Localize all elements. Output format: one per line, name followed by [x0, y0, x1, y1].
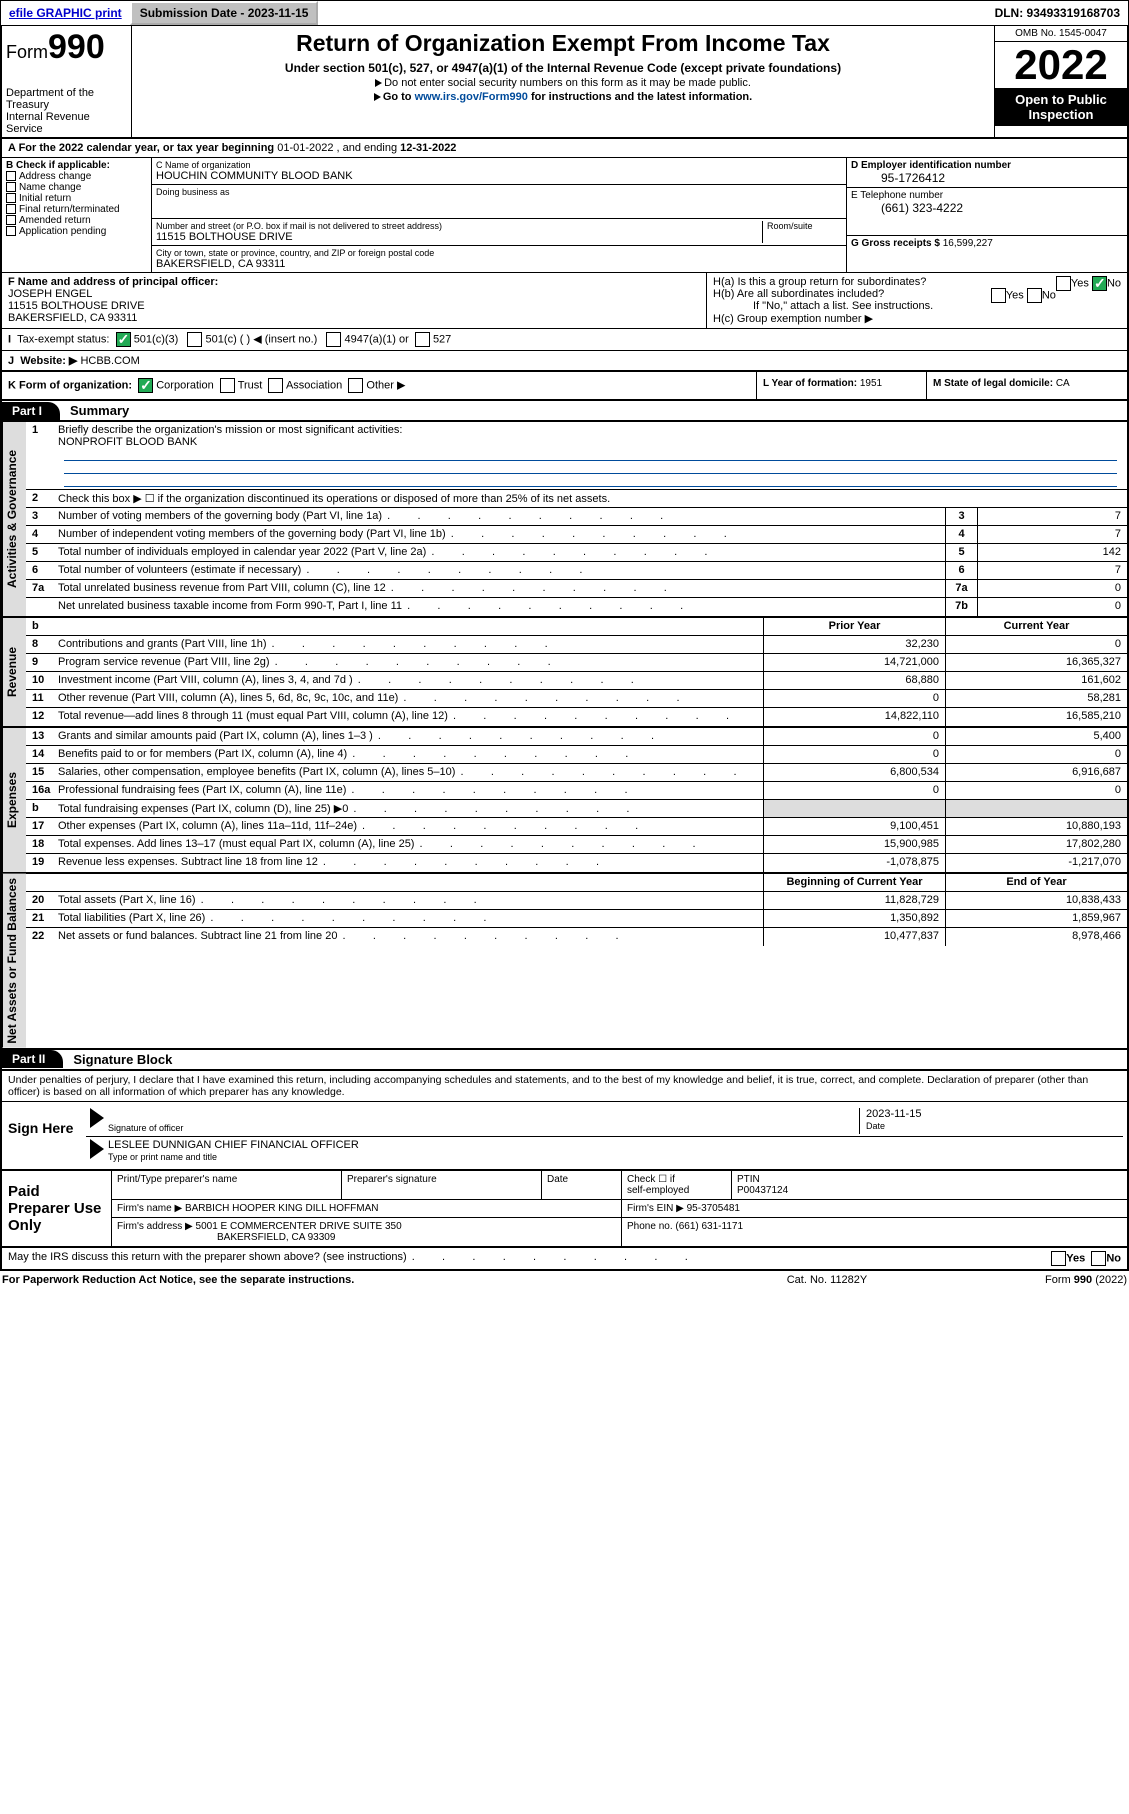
form-header: Form990 Department of the Treasury Inter…	[0, 26, 1129, 139]
gross-receipts: 16,599,227	[943, 238, 993, 249]
financial-line: 17Other expenses (Part IX, column (A), l…	[26, 818, 1127, 836]
dln-label: DLN: 93493319168703	[987, 3, 1128, 23]
form-number: Form990	[6, 28, 125, 67]
phone: (661) 323-4222	[851, 201, 1123, 215]
checkbox-item[interactable]: Address change	[6, 171, 147, 182]
irs-link[interactable]: www.irs.gov/Form990	[415, 91, 528, 103]
summary-line: 5Total number of individuals employed in…	[26, 544, 1127, 562]
financial-line: 13Grants and similar amounts paid (Part …	[26, 728, 1127, 746]
financial-line: 11Other revenue (Part VIII, column (A), …	[26, 690, 1127, 708]
revenue-section: Revenue bPrior YearCurrent Year 8Contrib…	[0, 618, 1129, 728]
arrow-icon	[90, 1139, 104, 1159]
subtitle-1: Under section 501(c), 527, or 4947(a)(1)…	[138, 61, 988, 75]
sign-date: 2023-11-15	[866, 1108, 921, 1120]
financial-line: 14Benefits paid to or for members (Part …	[26, 746, 1127, 764]
part2-header: Part II Signature Block	[0, 1050, 1129, 1071]
firm-name: BARBICH HOOPER KING DILL HOFFMAN	[185, 1203, 379, 1214]
checkbox-item[interactable]: Final return/terminated	[6, 204, 147, 215]
ptin: P00437124	[737, 1185, 788, 1196]
row-i: I Tax-exempt status: 501(c)(3) 501(c) ( …	[0, 329, 1129, 351]
ein: 95-1726412	[851, 171, 1123, 185]
summary-line: Net unrelated business taxable income fr…	[26, 598, 1127, 616]
row-klm: K Form of organization: Corporation Trus…	[0, 372, 1129, 401]
section-bcde: B Check if applicable: Address changeNam…	[0, 158, 1129, 272]
officer-name: JOSEPH ENGEL	[8, 288, 92, 300]
omb-number: OMB No. 1545-0047	[995, 26, 1127, 42]
netassets-section: Net Assets or Fund Balances Beginning of…	[0, 874, 1129, 1050]
col-b-checkboxes: B Check if applicable: Address changeNam…	[2, 158, 152, 272]
side-label-revenue: Revenue	[2, 618, 26, 726]
col-de: D Employer identification number95-17264…	[847, 158, 1127, 272]
paid-preparer-block: Paid Preparer Use Only Print/Type prepar…	[0, 1171, 1129, 1248]
corp-checkbox[interactable]	[138, 378, 153, 393]
activities-governance-section: Activities & Governance 1Briefly describ…	[0, 422, 1129, 618]
financial-line: 8Contributions and grants (Part VIII, li…	[26, 636, 1127, 654]
sign-here-label: Sign Here	[2, 1102, 82, 1169]
paid-preparer-label: Paid Preparer Use Only	[2, 1171, 112, 1246]
tax-period: A For the 2022 calendar year, or tax yea…	[0, 139, 1129, 158]
summary-line: 6Total number of volunteers (estimate if…	[26, 562, 1127, 580]
org-name: HOUCHIN COMMUNITY BLOOD BANK	[156, 170, 842, 182]
financial-line: 10Investment income (Part VIII, column (…	[26, 672, 1127, 690]
org-city: BAKERSFIELD, CA 93311	[156, 258, 842, 270]
domicile-state: CA	[1056, 378, 1070, 389]
subtitle-3: Go to www.irs.gov/Form990 for instructio…	[138, 91, 988, 103]
ha-no-checkbox[interactable]	[1092, 276, 1107, 291]
checkbox-item[interactable]: Application pending	[6, 226, 147, 237]
firm-address: 5001 E COMMERCENTER DRIVE SUITE 350	[196, 1221, 402, 1232]
side-label-expenses: Expenses	[2, 728, 26, 872]
efile-link[interactable]: efile GRAPHIC print	[1, 3, 130, 23]
year-formation: 1951	[860, 378, 882, 389]
col-c-org: C Name of organizationHOUCHIN COMMUNITY …	[152, 158, 847, 272]
officer-signature-name: LESLEE DUNNIGAN CHIEF FINANCIAL OFFICER	[108, 1139, 359, 1151]
form-title: Return of Organization Exempt From Incom…	[138, 30, 988, 57]
firm-phone: (661) 631-1171	[675, 1221, 743, 1232]
financial-line: 9Program service revenue (Part VIII, lin…	[26, 654, 1127, 672]
financial-line: 20Total assets (Part X, line 16)11,828,7…	[26, 892, 1127, 910]
submission-date-button[interactable]: Submission Date - 2023-11-15	[130, 1, 319, 25]
part1-header: Part I Summary	[0, 401, 1129, 422]
discuss-row: May the IRS discuss this return with the…	[0, 1248, 1129, 1271]
top-bar: efile GRAPHIC print Submission Date - 20…	[0, 0, 1129, 26]
open-inspection-badge: Open to Public Inspection	[995, 88, 1127, 126]
tax-year: 2022	[995, 42, 1127, 88]
financial-line: 16aProfessional fundraising fees (Part I…	[26, 782, 1127, 800]
side-label-governance: Activities & Governance	[2, 422, 26, 616]
summary-line: 3Number of voting members of the governi…	[26, 508, 1127, 526]
website: HCBB.COM	[80, 355, 139, 367]
arrow-icon	[90, 1108, 104, 1128]
financial-line: 12Total revenue—add lines 8 through 11 (…	[26, 708, 1127, 726]
financial-line: 22Net assets or fund balances. Subtract …	[26, 928, 1127, 946]
footer: For Paperwork Reduction Act Notice, see …	[0, 1271, 1129, 1289]
subtitle-2: Do not enter social security numbers on …	[138, 77, 988, 89]
side-label-netassets: Net Assets or Fund Balances	[2, 874, 26, 1048]
firm-ein: 95-3705481	[687, 1203, 740, 1214]
row-fh: F Name and address of principal officer:…	[0, 272, 1129, 329]
department-label: Department of the Treasury Internal Reve…	[6, 87, 125, 135]
financial-line: 18Total expenses. Add lines 13–17 (must …	[26, 836, 1127, 854]
mission-text: NONPROFIT BLOOD BANK	[58, 436, 197, 448]
501c3-checkbox[interactable]	[116, 332, 131, 347]
checkbox-item[interactable]: Amended return	[6, 215, 147, 226]
financial-line: bTotal fundraising expenses (Part IX, co…	[26, 800, 1127, 818]
checkbox-item[interactable]: Initial return	[6, 193, 147, 204]
financial-line: 15Salaries, other compensation, employee…	[26, 764, 1127, 782]
org-street: 11515 BOLTHOUSE DRIVE	[156, 231, 762, 243]
summary-line: 7aTotal unrelated business revenue from …	[26, 580, 1127, 598]
checkbox-item[interactable]: Name change	[6, 182, 147, 193]
summary-line: 4Number of independent voting members of…	[26, 526, 1127, 544]
row-j: J Website: ▶ HCBB.COM	[0, 351, 1129, 372]
signature-block: Under penalties of perjury, I declare th…	[0, 1071, 1129, 1171]
expenses-section: Expenses 13Grants and similar amounts pa…	[0, 728, 1129, 874]
financial-line: 21Total liabilities (Part X, line 26)1,3…	[26, 910, 1127, 928]
financial-line: 19Revenue less expenses. Subtract line 1…	[26, 854, 1127, 872]
